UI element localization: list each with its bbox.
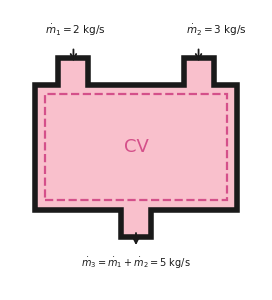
Polygon shape — [35, 58, 237, 237]
Text: $\dot{m}_2 = 3$ kg/s: $\dot{m}_2 = 3$ kg/s — [186, 23, 247, 38]
Text: $\dot{m}_3 = \dot{m}_1 + \dot{m}_2 = 5$ kg/s: $\dot{m}_3 = \dot{m}_1 + \dot{m}_2 = 5$ … — [81, 256, 191, 271]
Bar — [45, 94, 227, 200]
Text: $\dot{m}_1 = 2$ kg/s: $\dot{m}_1 = 2$ kg/s — [45, 23, 106, 38]
Text: CV: CV — [123, 138, 149, 156]
